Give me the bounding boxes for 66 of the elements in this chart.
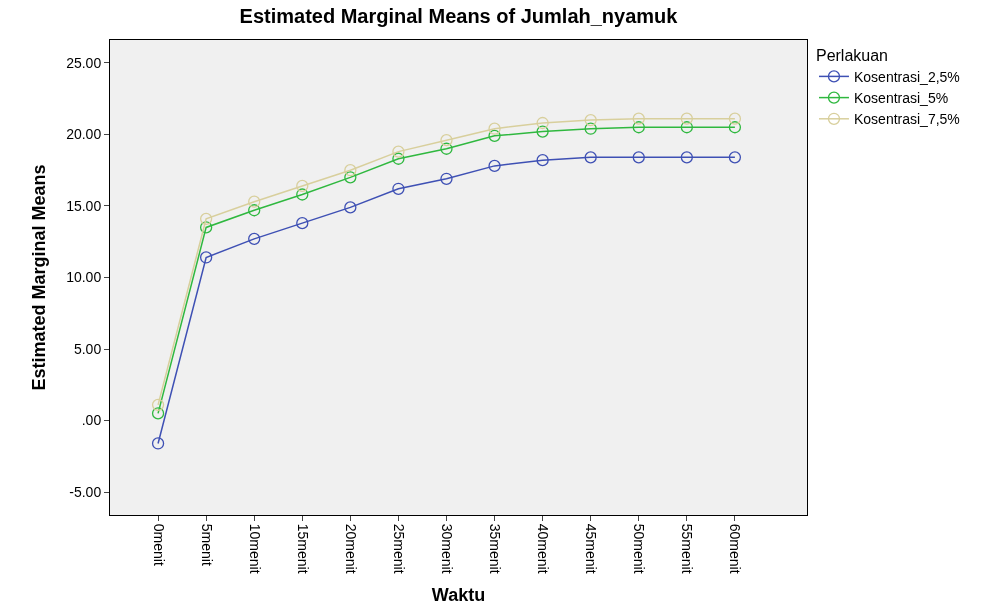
point (584, 151, 597, 164)
point (296, 216, 309, 230)
point (680, 112, 693, 125)
x-tick-label: 0menit (150, 523, 167, 566)
point (488, 129, 501, 143)
x-tick-label: 10menit (246, 523, 263, 574)
point (151, 437, 165, 450)
point (536, 154, 549, 167)
point (632, 112, 645, 125)
legend-label: Kosentrasi_5% (853, 90, 949, 107)
point (488, 122, 501, 135)
x-tick-label: 5menit (198, 523, 215, 566)
y-tick-label: .00 (81, 412, 102, 429)
y-tick-label: 20.00 (66, 126, 102, 143)
point (344, 164, 357, 177)
point (440, 134, 453, 147)
x-tick-label: 30menit (438, 523, 455, 574)
point (728, 112, 742, 125)
point (199, 251, 213, 264)
y-axis-title: Estimated Marginal Means (29, 164, 50, 391)
point (488, 159, 501, 173)
point (248, 195, 261, 208)
point (584, 122, 597, 135)
legend-label: Kosentrasi_7,5% (853, 111, 960, 128)
point (536, 125, 549, 138)
y-tick-label: 15.00 (66, 197, 102, 214)
point (151, 398, 165, 411)
x-tick-label: 55menit (679, 523, 696, 574)
point (680, 151, 693, 164)
point (392, 152, 405, 165)
point (728, 121, 742, 134)
point (440, 142, 453, 155)
y-tick-label: 25.00 (66, 54, 102, 71)
point (296, 179, 309, 193)
point (392, 182, 405, 195)
point (248, 232, 261, 246)
legend-label: Kosentrasi_2,5% (853, 68, 960, 85)
point (199, 221, 213, 234)
x-tick-label: 45menit (583, 523, 600, 574)
x-tick-label: 25menit (390, 523, 407, 574)
point (440, 172, 453, 185)
point (632, 121, 645, 134)
point (680, 121, 693, 134)
point (151, 407, 165, 420)
x-tick-label: 35menit (487, 523, 503, 574)
point (199, 212, 213, 225)
point (296, 188, 309, 201)
y-tick-label: 5.00 (73, 340, 102, 357)
x-tick-label: 15menit (294, 523, 311, 574)
x-tick-label: 60menit (727, 523, 744, 574)
point (632, 151, 645, 164)
point (344, 171, 357, 184)
x-axis-title: Waktu (431, 584, 486, 605)
point (344, 201, 357, 214)
point (536, 116, 549, 130)
chart-title: Estimated Marginal Means of Jumlah_nyamuk (239, 5, 679, 28)
point (248, 204, 261, 217)
x-tick-label: 50menit (631, 523, 648, 574)
point (392, 145, 405, 158)
y-tick-label: -5.00 (69, 484, 102, 501)
y-tick-label: 10.00 (66, 269, 102, 286)
point (584, 113, 597, 127)
x-tick-label: 20menit (342, 523, 359, 574)
x-tick-label: 40menit (535, 523, 552, 574)
point (728, 151, 742, 164)
legend-title: Perlakuan (815, 46, 889, 64)
